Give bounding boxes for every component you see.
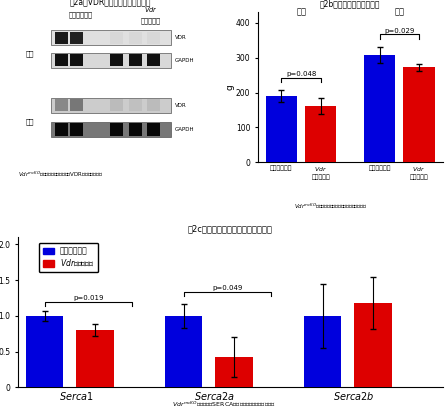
Text: GAPDH: GAPDH [175,58,194,63]
Legend: コントロール, $Vdr$欠損マウス: コントロール, $Vdr$欠損マウス [39,243,98,272]
Text: 速筋: 速筋 [25,50,34,57]
Bar [76,330,114,387]
FancyBboxPatch shape [70,32,83,44]
Text: $Vdr^{mcKO}$マウスでは速筋と遅筋でVDRが欠損している: $Vdr^{mcKO}$マウスでは速筋と遅筋でVDRが欠損している [18,170,103,178]
FancyBboxPatch shape [70,123,83,136]
FancyBboxPatch shape [51,30,171,45]
Title: 図2c：筋収縮関連遺伝子の発現解析: 図2c：筋収縮関連遺伝子の発現解析 [188,225,273,234]
FancyBboxPatch shape [147,123,160,136]
FancyBboxPatch shape [51,53,171,68]
FancyBboxPatch shape [55,54,68,66]
FancyBboxPatch shape [129,54,142,66]
FancyBboxPatch shape [110,99,123,111]
Bar [304,316,342,387]
Bar [354,303,392,387]
Text: $Vdr^{mcKO}$マウスでは有意な筋力低下が認められる: $Vdr^{mcKO}$マウスでは有意な筋力低下が認められる [294,202,367,211]
FancyBboxPatch shape [129,32,142,44]
Bar [305,106,337,162]
FancyBboxPatch shape [147,99,160,111]
FancyBboxPatch shape [147,54,160,66]
FancyBboxPatch shape [129,99,142,111]
FancyBboxPatch shape [55,123,68,136]
Text: $Vdr^{mcKO}$マウスではSERCA遺伝子の発現が低下している: $Vdr^{mcKO}$マウスではSERCA遺伝子の発現が低下している [172,399,275,408]
Bar [165,316,202,387]
Text: 遅筋: 遅筋 [25,119,34,125]
FancyBboxPatch shape [110,123,123,136]
Bar [215,357,253,387]
FancyBboxPatch shape [129,123,142,136]
Bar [26,316,63,387]
FancyBboxPatch shape [110,54,123,66]
Text: 前肢: 前肢 [296,7,306,16]
FancyBboxPatch shape [55,99,68,111]
FancyBboxPatch shape [51,98,171,113]
Bar [364,55,396,162]
Text: GAPDH: GAPDH [175,127,194,132]
FancyBboxPatch shape [147,32,160,44]
FancyBboxPatch shape [70,54,83,66]
Title: 図2b：筋力（握力）の測定: 図2b：筋力（握力）の測定 [320,0,380,9]
Text: p=0.048: p=0.048 [286,71,316,77]
FancyBboxPatch shape [70,99,83,111]
Text: 図2a：VDRタンパク質の発現解析: 図2a：VDRタンパク質の発現解析 [69,0,151,6]
Bar [266,96,297,162]
FancyBboxPatch shape [55,32,68,44]
Text: VDR: VDR [175,35,186,40]
FancyBboxPatch shape [110,32,123,44]
Text: $Vdr$: $Vdr$ [144,5,158,14]
Text: p=0.029: p=0.029 [384,28,414,34]
Y-axis label: g: g [225,84,234,90]
Text: p=0.019: p=0.019 [73,295,104,301]
Text: 欠損マウス: 欠損マウス [141,18,161,24]
Text: コントロール: コントロール [69,12,93,19]
Bar [403,68,434,162]
FancyBboxPatch shape [51,122,171,137]
Text: VDR: VDR [175,103,186,108]
Text: 四肢: 四肢 [394,7,405,16]
Text: p=0.049: p=0.049 [212,285,243,291]
